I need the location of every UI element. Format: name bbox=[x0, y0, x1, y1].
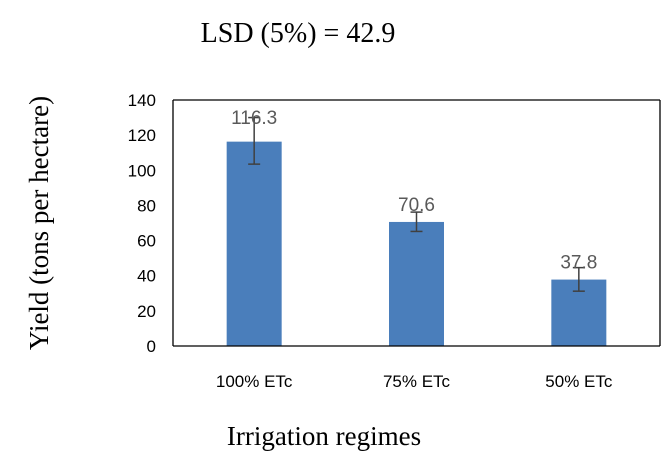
y-axis-title: Yield (tons per hectare) bbox=[24, 96, 54, 350]
data-label: 116.3 bbox=[231, 108, 277, 129]
plot-area: 116.3 100% ETc 70.6 75% ETc 37.8 50% ETc 0 20 40… bbox=[128, 91, 661, 391]
y-tick-label: 80 bbox=[137, 196, 156, 215]
y-tick-label: 20 bbox=[137, 302, 156, 321]
y-tick-label: 140 bbox=[128, 91, 156, 110]
x-axis-title: Irrigation regimes bbox=[227, 421, 421, 451]
x-tick-label: 50% ETc bbox=[545, 372, 613, 391]
data-label: 37.8 bbox=[560, 253, 597, 274]
bar bbox=[389, 221, 444, 346]
y-tick-label: 100 bbox=[128, 161, 156, 180]
x-tick-label: 100% ETc bbox=[216, 372, 293, 391]
y-tick-label: 60 bbox=[137, 232, 156, 251]
chart-title: LSD (5%) = 42.9 bbox=[201, 18, 396, 49]
y-tick-label: 0 bbox=[147, 337, 156, 356]
data-label: 70.6 bbox=[398, 195, 435, 216]
y-tick-label: 120 bbox=[128, 126, 156, 145]
bar bbox=[226, 141, 282, 346]
y-tick-label: 40 bbox=[137, 267, 156, 286]
x-tick-label: 75% ETc bbox=[383, 372, 451, 391]
